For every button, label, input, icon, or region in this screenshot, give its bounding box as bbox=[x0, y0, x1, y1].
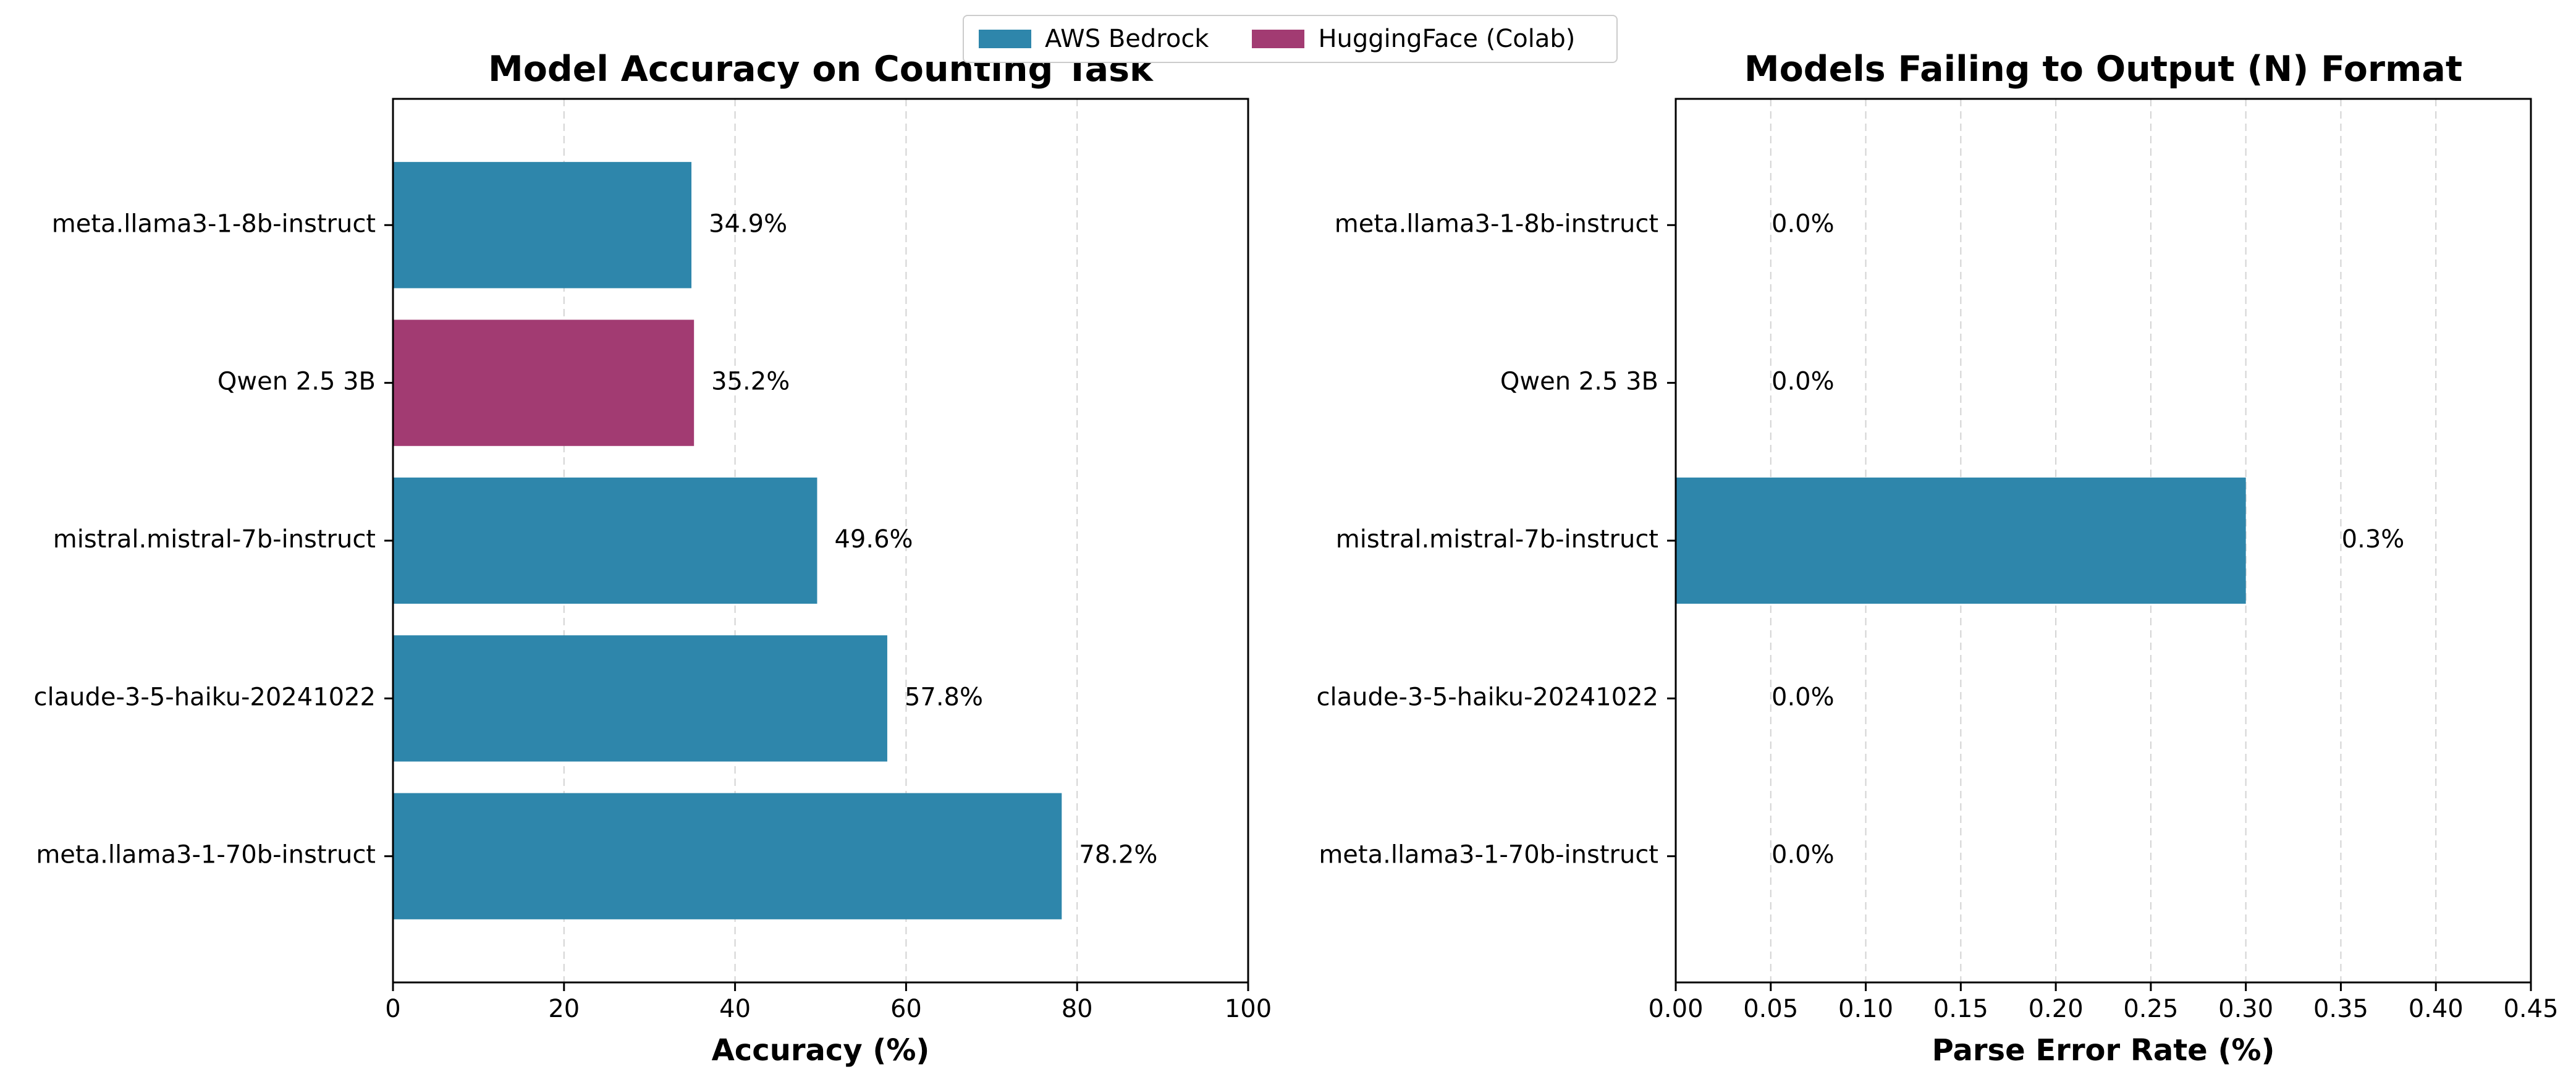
chart2-category-label: mistral.mistral-7b-instruct bbox=[1336, 525, 1658, 554]
chart2-xtick-label: 0.35 bbox=[2313, 995, 2368, 1023]
chart1-xtick-label: 40 bbox=[719, 995, 751, 1023]
chart2-value-label: 0.0% bbox=[1772, 368, 1835, 396]
chart2-xtick-label: 0.40 bbox=[2409, 995, 2464, 1023]
chart1-bar bbox=[393, 793, 1062, 919]
chart2-category-label: claude-3-5-haiku-20241022 bbox=[1317, 683, 1658, 711]
chart1-value-label: 34.9% bbox=[709, 209, 787, 238]
legend-item-huggingface: HuggingFace (Colab) bbox=[1237, 25, 1575, 53]
chart1-xtick-label: 20 bbox=[548, 995, 580, 1023]
legend-item-aws: AWS Bedrock bbox=[964, 25, 1209, 53]
chart2-category-label: Qwen 2.5 3B bbox=[1500, 368, 1658, 396]
chart1-category-label: mistral.mistral-7b-instruct bbox=[53, 525, 376, 554]
chart2-xtick-label: 0.10 bbox=[1838, 995, 1893, 1023]
chart2-xtick-label: 0.05 bbox=[1743, 995, 1798, 1023]
chart2-panel: 0.0% 0.0% 0.3% 0.0% 0.0% 0.00 0.05 0.10 0.15 0.20… bbox=[1317, 49, 2559, 1068]
chart1-bar bbox=[393, 162, 692, 289]
chart1-category-label: claude-3-5-haiku-20241022 bbox=[34, 683, 376, 711]
chart2-xaxis-label: Parse Error Rate (%) bbox=[1932, 1033, 2275, 1068]
chart2-value-label: 0.0% bbox=[1772, 209, 1835, 238]
chart2-xtick-label: 0.30 bbox=[2218, 995, 2273, 1023]
chart1-bar bbox=[393, 477, 817, 604]
chart1-value-label: 57.8% bbox=[905, 683, 983, 711]
legend: AWS Bedrock HuggingFace (Colab) bbox=[963, 15, 1618, 63]
legend-label-aws: AWS Bedrock bbox=[1045, 25, 1209, 53]
chart1-value-label: 49.6% bbox=[834, 525, 913, 554]
chart1-value-label: 35.2% bbox=[711, 368, 790, 396]
chart2-category-label: meta.llama3-1-8b-instruct bbox=[1335, 209, 1658, 238]
chart2-xtick-label: 0.15 bbox=[1933, 995, 1988, 1023]
chart1-xtick-label: 100 bbox=[1225, 995, 1272, 1023]
chart2-title: Models Failing to Output (N) Format bbox=[1744, 49, 2462, 90]
chart1-category-label: Qwen 2.5 3B bbox=[217, 368, 376, 396]
chart1-category-label: meta.llama3-1-8b-instruct bbox=[52, 209, 376, 238]
chart2-value-label: 0.0% bbox=[1772, 841, 1835, 869]
chart2-value-label: 0.3% bbox=[2342, 525, 2405, 554]
chart2-xtick-label: 0.45 bbox=[2503, 995, 2558, 1023]
chart1-panel: 34.9% 35.2% 49.6% 57.8% 78.2% 0 20 40 60 80 100 met… bbox=[34, 49, 1272, 1068]
legend-label-huggingface: HuggingFace (Colab) bbox=[1318, 25, 1576, 53]
chart2-xtick-label: 0.20 bbox=[2029, 995, 2084, 1023]
chart2-xtick-label: 0.25 bbox=[2123, 995, 2178, 1023]
chart2-value-label: 0.0% bbox=[1772, 683, 1835, 711]
chart2-bar bbox=[1676, 477, 2246, 604]
chart1-category-label: meta.llama3-1-70b-instruct bbox=[36, 841, 376, 869]
chart1-xtick-label: 60 bbox=[890, 995, 922, 1023]
chart1-xaxis-label: Accuracy (%) bbox=[712, 1033, 930, 1068]
chart1-bar bbox=[393, 635, 887, 762]
chart1-xtick-label: 80 bbox=[1062, 995, 1093, 1023]
chart2-category-label: meta.llama3-1-70b-instruct bbox=[1319, 841, 1658, 869]
legend-swatch-aws bbox=[979, 30, 1031, 48]
chart1-bar bbox=[393, 319, 695, 446]
chart1-xtick-label: 0 bbox=[385, 995, 400, 1023]
legend-swatch-huggingface bbox=[1252, 30, 1305, 48]
chart2-xtick-label: 0.00 bbox=[1648, 995, 1703, 1023]
chart1-value-label: 78.2% bbox=[1079, 841, 1157, 869]
